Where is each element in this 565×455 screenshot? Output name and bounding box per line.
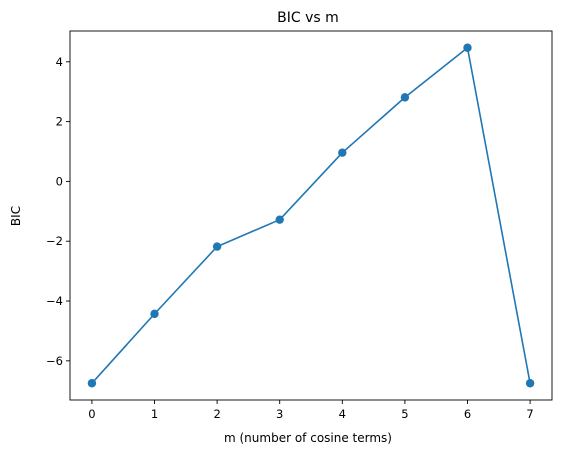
y-tick-label: −6 bbox=[46, 354, 63, 368]
x-tick-label: 7 bbox=[526, 407, 533, 421]
data-point bbox=[400, 93, 410, 102]
y-axis-label: BIC bbox=[9, 206, 23, 226]
y-tick-label: 0 bbox=[56, 174, 63, 188]
x-tick-label: 1 bbox=[151, 407, 158, 421]
x-tick-label: 2 bbox=[213, 407, 220, 421]
y-tick-label: −2 bbox=[46, 234, 63, 248]
x-tick-label: 5 bbox=[401, 407, 408, 421]
data-point bbox=[525, 379, 535, 388]
chart-title: BIC vs m bbox=[277, 10, 339, 26]
data-point bbox=[212, 242, 222, 251]
y-tick-label: 2 bbox=[56, 115, 63, 129]
x-axis-label: m (number of cosine terms) bbox=[224, 431, 392, 445]
data-point bbox=[338, 148, 347, 157]
plot-area: 0 1 2 3 4 5 6 7 −6 −4 −2 0 2 4 bbox=[46, 30, 553, 421]
y-tick-label: −4 bbox=[46, 294, 63, 308]
x-tick-label: 4 bbox=[339, 407, 346, 421]
axes-frame bbox=[69, 30, 553, 401]
data-point bbox=[87, 379, 97, 388]
data-point bbox=[275, 215, 284, 224]
data-point bbox=[463, 43, 472, 52]
series-line bbox=[91, 46, 531, 384]
x-tick-label: 6 bbox=[464, 407, 471, 421]
x-tick-label: 0 bbox=[88, 407, 95, 421]
x-tick-label: 3 bbox=[276, 407, 283, 421]
data-point bbox=[150, 309, 159, 319]
y-tick-label: 4 bbox=[56, 55, 63, 69]
